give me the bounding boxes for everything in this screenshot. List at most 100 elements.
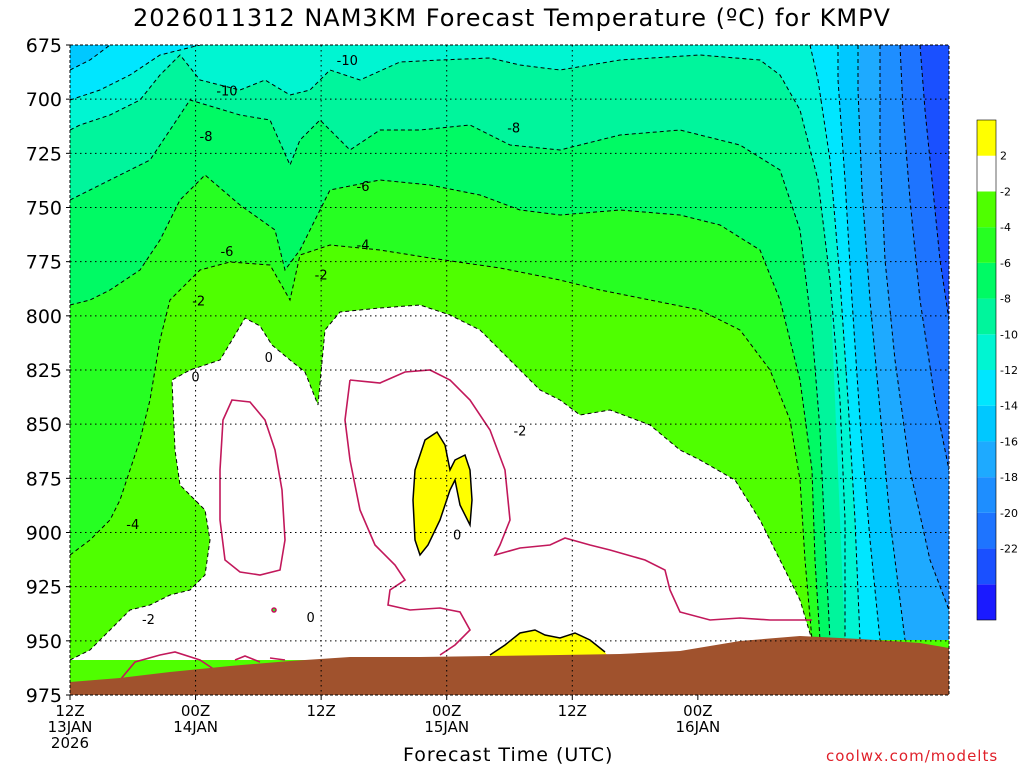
x-tick-label: 2026 [51, 734, 89, 752]
colorbar-label: -8 [1000, 293, 1011, 306]
band-above-zero-1 [413, 432, 472, 555]
contour-label: -4 [357, 238, 370, 253]
colorbar-label: -6 [1000, 257, 1011, 270]
zero-isotherm-center-loop [344, 379, 471, 656]
contour-minus-12 [70, 45, 861, 641]
colorbar-label: -22 [1000, 543, 1018, 556]
x-tick-label: 12Z [306, 702, 335, 720]
contour-minus-18 [879, 45, 949, 611]
colorbar-label: -18 [1000, 471, 1018, 484]
contour-label: -2 [315, 269, 328, 284]
colorbar-frame [976, 119, 997, 621]
colorbar-swatch [977, 584, 996, 620]
contour-minus-8 [70, 99, 831, 641]
x-tick-label: 12Z [558, 702, 587, 720]
colorbar-swatch [977, 548, 996, 585]
y-tick-label: 825 [26, 360, 62, 382]
x-tick-label: 13JAN [48, 718, 93, 736]
colorbar-swatch [977, 512, 996, 549]
x-tick-label: 00Z [683, 702, 712, 720]
contour-label: -10 [216, 85, 237, 100]
contour-label: 0 [453, 529, 461, 544]
colorbar-swatch [977, 298, 996, 335]
terrain [70, 636, 949, 695]
x-tick-label: 00Z [181, 702, 210, 720]
contour-label: 0 [191, 371, 199, 386]
colorbar-swatch [977, 120, 996, 156]
contour-label: 0 [265, 351, 273, 366]
colorbar-label: 2 [1000, 150, 1007, 163]
y-tick-label: 950 [26, 631, 62, 653]
colorbar-swatch [977, 227, 996, 263]
x-axis-title: Forecast Time (UTC) [403, 744, 614, 766]
x-tick-label: 14JAN [173, 718, 218, 736]
x-tick-label: 15JAN [424, 718, 469, 736]
y-tick-label: 800 [26, 306, 62, 328]
band-minus-6 [70, 45, 949, 640]
chart-title: 2026011312 NAM3KM Forecast Temperature (… [133, 4, 891, 32]
contour-minus-2 [70, 304, 813, 661]
colorbar-label: -12 [1000, 364, 1018, 377]
contour-label: -4 [126, 518, 139, 533]
y-tick-label: 700 [26, 89, 62, 111]
gridlines [70, 45, 949, 695]
colorbar-label: -4 [1000, 221, 1011, 234]
contour-minus-20 [899, 45, 949, 471]
colorbar-label: -20 [1000, 507, 1018, 520]
credit-link[interactable]: coolwx.com/modelts [826, 747, 999, 765]
y-tick-label: 900 [26, 523, 62, 545]
warm-pocket-outline-1 [412, 430, 473, 557]
contour-label: -2 [142, 613, 155, 628]
contour-minus-6 [70, 174, 821, 641]
filled-contours [70, 45, 949, 695]
zero-isotherm-center [349, 369, 812, 621]
x-tick-label: 12Z [55, 702, 84, 720]
y-tick-label: 975 [26, 685, 62, 707]
contour-label: -8 [200, 130, 213, 145]
y-tick-label: 925 [26, 577, 62, 599]
y-tick-label: 875 [26, 468, 62, 490]
colorbar-swatch [977, 334, 996, 370]
colorbar-swatch [977, 370, 996, 406]
y-tick-label: 775 [26, 252, 62, 274]
contour-label: -10 [337, 54, 358, 69]
colorbar-label: -10 [1000, 328, 1018, 341]
colorbar: -22-20-18-16-14-12-10-8-6-4-22 [976, 119, 1018, 621]
contour-label: -8 [507, 121, 520, 136]
contour-minus-22 [919, 45, 949, 321]
contour-label: -6 [357, 180, 370, 195]
colorbar-swatch [977, 477, 996, 513]
contour-labels: -10 -10 -8 -8 -6 -6 -4 -2 -2 0 0 -2 -4 0 0 -2 [126, 54, 526, 628]
zero-isotherms [119, 369, 812, 681]
colorbar-label: -16 [1000, 435, 1018, 448]
y-tick-label: 725 [26, 143, 62, 165]
y-axis: 675 700 725 750 775 800 825 850 875 900 925 950 975 [26, 35, 70, 707]
colorbar-swatch [977, 262, 996, 299]
colorbar-label: -14 [1000, 400, 1018, 413]
contour-minus-4 [70, 244, 813, 641]
zero-isotherm-bottom [119, 651, 286, 681]
colorbar-swatch [977, 155, 996, 192]
contour-minus-14 [70, 45, 881, 641]
band-above-zero-2 [490, 630, 610, 660]
band-minus-22 [920, 45, 949, 320]
y-tick-label: 850 [26, 414, 62, 436]
contour-label: -6 [220, 245, 233, 260]
contour-label: 0 [307, 611, 315, 626]
contour-lines [70, 45, 949, 661]
contour-minus-16 [857, 45, 906, 641]
contour-minus-10 [70, 54, 846, 640]
zero-isotherm-dot [271, 607, 277, 613]
y-tick-label: 675 [26, 35, 62, 57]
contour-label: -2 [513, 425, 526, 440]
x-tick-label: 16JAN [675, 718, 720, 736]
colorbar-swatch [977, 191, 996, 228]
x-tick-label: 00Z [432, 702, 461, 720]
colorbar-swatch [977, 441, 996, 478]
colorbar-swatch [977, 405, 996, 442]
contour-label: -2 [192, 295, 205, 310]
y-tick-label: 750 [26, 198, 62, 220]
